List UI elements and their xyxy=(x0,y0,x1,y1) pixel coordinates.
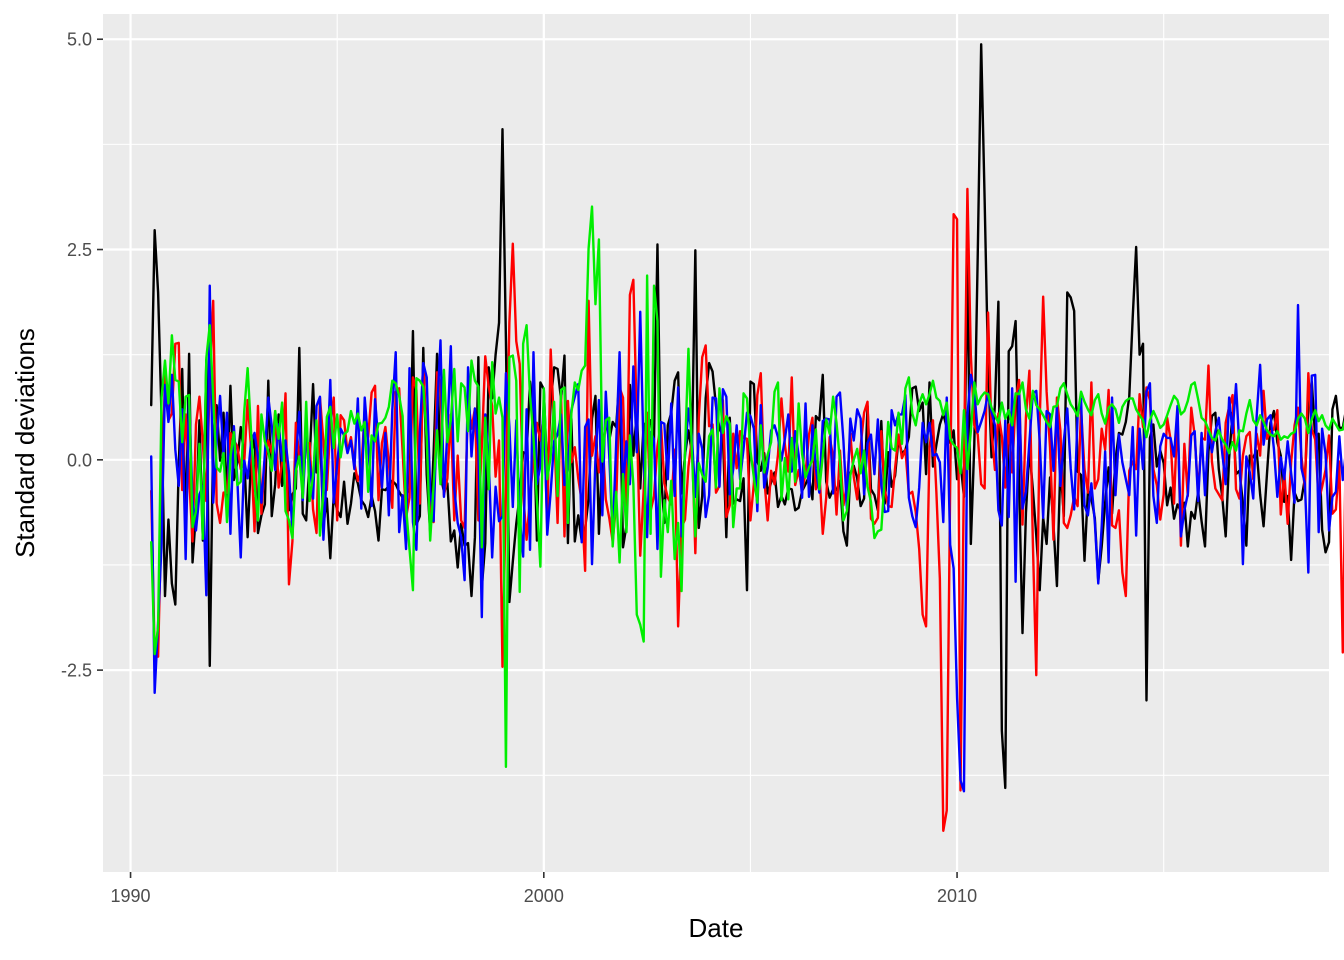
series-layer xyxy=(150,43,1344,832)
y-tick-label: 2.5 xyxy=(67,240,92,260)
series-line-3 xyxy=(150,284,1344,793)
y-tick-label: -2.5 xyxy=(61,661,92,681)
y-axis-title: Standard deviations xyxy=(10,328,40,558)
y-tick-label: 0.0 xyxy=(67,450,92,470)
x-tick-label: 2010 xyxy=(937,886,977,906)
x-axis-title: Date xyxy=(689,913,744,943)
y-axis: 5.0 2.5 0.0 -2.5 xyxy=(61,30,103,681)
x-tick-label: 1990 xyxy=(111,886,151,906)
x-axis: 1990 2000 2010 xyxy=(111,872,977,906)
series-line-4 xyxy=(150,205,1344,769)
y-tick-label: 5.0 xyxy=(67,30,92,50)
x-tick-label: 2000 xyxy=(524,886,564,906)
minor-gridlines xyxy=(103,14,1329,872)
